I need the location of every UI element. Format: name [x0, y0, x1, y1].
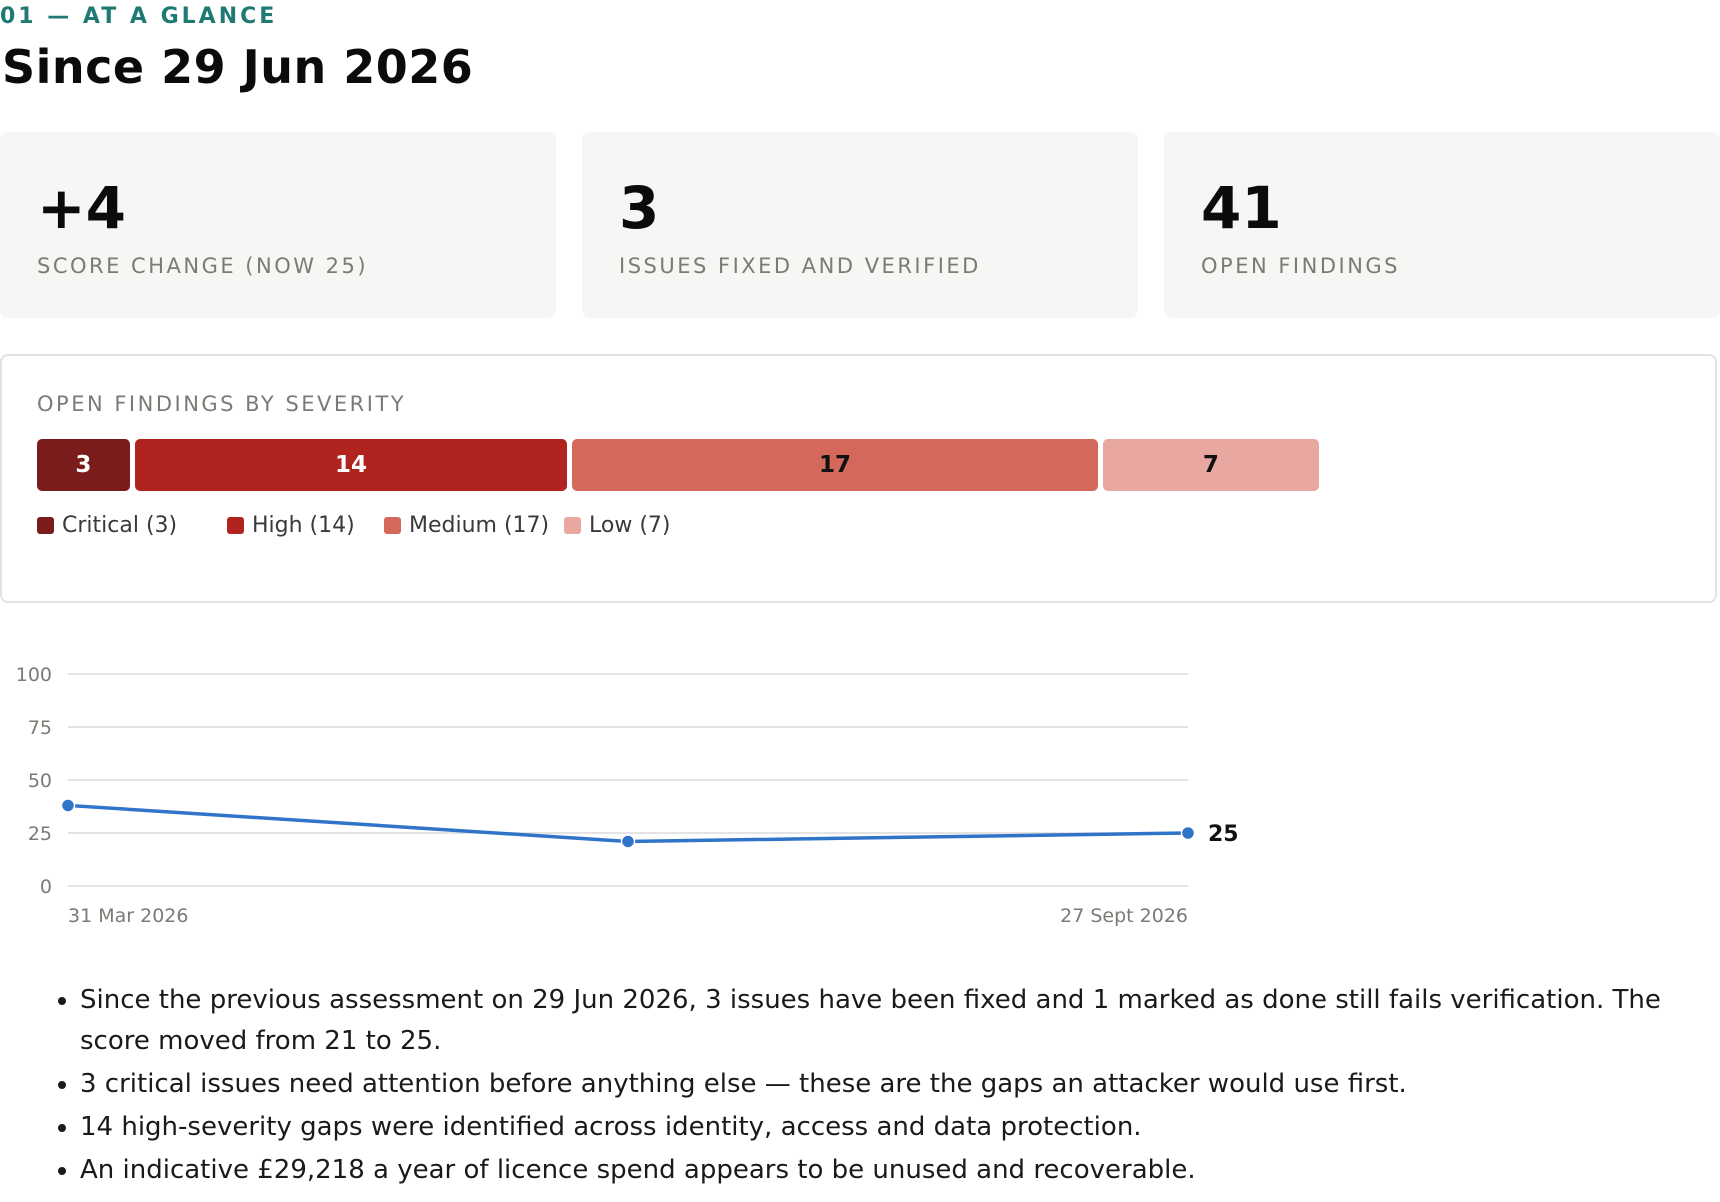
- legend-label: Critical (3): [62, 513, 178, 538]
- severity-segment-critical: 3: [37, 439, 130, 491]
- legend-item-low: Low (7): [564, 513, 670, 538]
- legend-swatch: [37, 517, 54, 534]
- legend-swatch: [384, 517, 401, 534]
- severity-segment-low: 7: [1102, 439, 1319, 491]
- kpi-value: +4: [37, 174, 126, 242]
- severity-segment-high: 14: [134, 439, 568, 491]
- kpi-value: 3: [619, 174, 660, 242]
- severity-card: OPEN FINDINGS BY SEVERITY 3 14 17 7 Critica…: [0, 354, 1717, 603]
- summary-item: An indicative £29,218 a year of licence …: [80, 1150, 1700, 1191]
- legend-label: Low (7): [589, 513, 671, 538]
- data-point: [620, 834, 636, 849]
- data-point: [60, 798, 76, 813]
- x-tick-label: 27 Sept 2026: [1060, 905, 1188, 927]
- severity-title: OPEN FINDINGS BY SEVERITY: [37, 392, 407, 416]
- score-trend-svg: 100 75 50 25 0 25 31 Mar 2026 27 Sept 2026: [16, 664, 1239, 927]
- severity-stacked-bar: 3 14 17 7: [37, 439, 1319, 491]
- summary-item: Since the previous assessment on 29 Jun …: [80, 980, 1700, 1062]
- kpi-card-issues-fixed: 3 ISSUES FIXED AND VERIFIED: [582, 132, 1138, 318]
- score-trend-chart: 100 75 50 25 0 25 31 Mar 2026 27 Sept 2026: [0, 650, 1300, 940]
- end-value-label: 25: [1208, 822, 1239, 847]
- y-tick-label: 25: [28, 823, 52, 845]
- legend-swatch: [227, 517, 244, 534]
- data-point: [1180, 825, 1196, 841]
- x-tick-label: 31 Mar 2026: [68, 905, 188, 927]
- legend-label: High (14): [252, 513, 355, 538]
- y-tick-label: 100: [16, 664, 52, 686]
- y-tick-label: 50: [28, 770, 52, 792]
- y-tick-label: 75: [28, 717, 52, 739]
- legend-item-medium: Medium (17): [384, 513, 549, 538]
- kpi-value: 41: [1201, 174, 1282, 242]
- section-eyebrow: 01 — AT A GLANCE: [0, 4, 278, 29]
- legend-swatch: [564, 517, 581, 534]
- kpi-card-score-change: +4 SCORE CHANGE (NOW 25): [0, 132, 556, 318]
- summary-item: 3 critical issues need attention before …: [80, 1064, 1700, 1105]
- page-title: Since 29 Jun 2026: [2, 40, 474, 94]
- kpi-label: SCORE CHANGE (NOW 25): [37, 254, 369, 278]
- kpi-label: OPEN FINDINGS: [1201, 254, 1401, 278]
- legend-label: Medium (17): [409, 513, 550, 538]
- summary-item: 14 high-severity gaps were identified ac…: [80, 1107, 1700, 1148]
- y-tick-label: 0: [40, 876, 52, 898]
- kpi-label: ISSUES FIXED AND VERIFIED: [619, 254, 981, 278]
- legend-item-critical: Critical (3): [37, 513, 177, 538]
- severity-segment-medium: 17: [572, 439, 1098, 491]
- summary-list: Since the previous assessment on 29 Jun …: [40, 980, 1700, 1193]
- kpi-card-open-findings: 41 OPEN FINDINGS: [1164, 132, 1720, 318]
- legend-item-high: High (14): [227, 513, 355, 538]
